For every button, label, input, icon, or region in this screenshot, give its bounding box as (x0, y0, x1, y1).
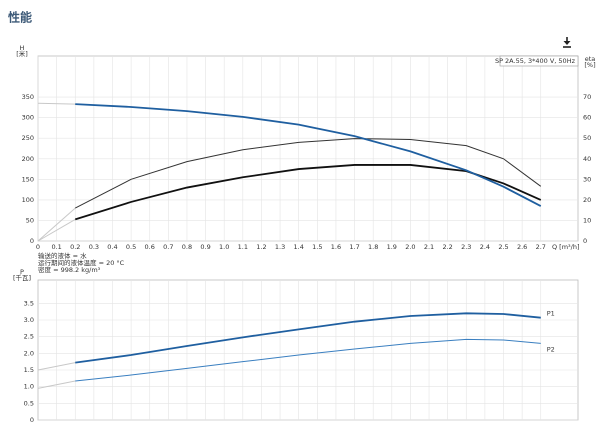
x-tick-label: 2.3 (461, 243, 471, 251)
series-label: P1 (547, 310, 555, 318)
note: 密度 = 998.2 kg/m³ (38, 265, 101, 274)
x-tick-label: 0.5 (126, 243, 136, 251)
x-tick-label: 2.0 (405, 243, 415, 251)
x-tick-label: 1.8 (368, 243, 378, 251)
y2-tick-label: 20 (583, 196, 591, 204)
x-tick-label: 1.5 (312, 243, 322, 251)
x-tick-label: 2.5 (498, 243, 508, 251)
series-line (37, 207, 76, 242)
y2-tick-label: 0 (583, 237, 587, 245)
series-line (75, 338, 541, 382)
series-line (37, 218, 76, 242)
y-tick-label: 1.0 (24, 383, 34, 391)
y-tick-label: 2.0 (24, 349, 34, 357)
x-tick-label: 1.4 (294, 243, 304, 251)
y2-tick-label: 60 (583, 114, 591, 122)
x-tick-label: 0.9 (200, 243, 210, 251)
y-tick-label: 0 (30, 416, 34, 424)
series-line (75, 138, 542, 209)
x-tick-label: 0.7 (163, 243, 173, 251)
y-tick-label: 250 (22, 134, 34, 142)
x-tick-label: 0.8 (182, 243, 192, 251)
series-label: P2 (547, 345, 555, 353)
y-tick-label: 0.5 (24, 399, 34, 407)
y2-tick-label: 70 (583, 93, 591, 101)
y-tick-label: 100 (22, 196, 34, 204)
y-tick-label: 150 (22, 175, 34, 183)
x-tick-label: 2.6 (517, 243, 527, 251)
y-axis-label: [千瓦] (13, 273, 31, 282)
x-tick-label: 0.2 (70, 243, 80, 251)
x-tick-label: 2.2 (442, 243, 452, 251)
y2-tick-label: 10 (583, 216, 591, 224)
y-axis-label: P (20, 268, 24, 276)
series-line (75, 103, 542, 207)
y-tick-label: 3.5 (24, 299, 34, 307)
x-tick-label: 1.7 (349, 243, 359, 251)
x-tick-label: 2.4 (480, 243, 490, 251)
y-tick-label: 2.5 (24, 333, 34, 341)
x-tick-label: 1.2 (256, 243, 266, 251)
x-tick-label: 1.0 (219, 243, 229, 251)
y2-axis-label: [%] (584, 61, 595, 69)
x-tick-label: 0.6 (145, 243, 155, 251)
x-tick-label: 2.1 (424, 243, 434, 251)
y-tick-label: 50 (26, 216, 34, 224)
y-axis-label: [米] (16, 49, 28, 58)
note: 输送的液体 = 水 (38, 251, 87, 260)
plot-area (37, 55, 579, 242)
y-tick-label: 300 (22, 114, 34, 122)
x-tick-label: 1.1 (238, 243, 248, 251)
y2-axis-label: eta (585, 55, 596, 63)
series-line (37, 380, 76, 389)
series-line (37, 102, 76, 105)
page-title: 性能 (7, 10, 32, 25)
y2-tick-label: 40 (583, 155, 591, 163)
y2-tick-label: 30 (583, 175, 591, 183)
x-tick-label: 0.3 (89, 243, 99, 251)
x-tick-label: 0.1 (51, 243, 61, 251)
annotation-box (499, 55, 579, 67)
y-tick-label: 3.0 (24, 316, 34, 324)
x-tick-label: 1.9 (387, 243, 397, 251)
y-tick-label: 350 (22, 93, 34, 101)
series-line (74, 164, 542, 221)
y2-tick-label: 50 (583, 134, 591, 142)
x-tick-label: 1.3 (275, 243, 285, 251)
note: 运行期间的液体温度 = 20 °C (38, 258, 125, 267)
y-tick-label: 0 (30, 237, 34, 245)
x-tick-label: 0.4 (107, 243, 117, 251)
x-axis-label: Q [m³/h] (552, 243, 580, 251)
series-line (37, 362, 76, 371)
y-axis-label: H (20, 44, 25, 52)
download-icon[interactable] (563, 37, 571, 48)
series-line (75, 312, 541, 364)
y-tick-label: 1.5 (24, 366, 34, 374)
x-tick-label: 2.7 (536, 243, 546, 251)
y-tick-label: 200 (22, 155, 34, 163)
x-tick-label: 1.6 (331, 243, 341, 251)
x-tick-label: 0 (36, 243, 40, 251)
plot-area (37, 279, 579, 421)
annotation: SP 2A.55, 3*400 V, 50Hz (495, 57, 576, 65)
